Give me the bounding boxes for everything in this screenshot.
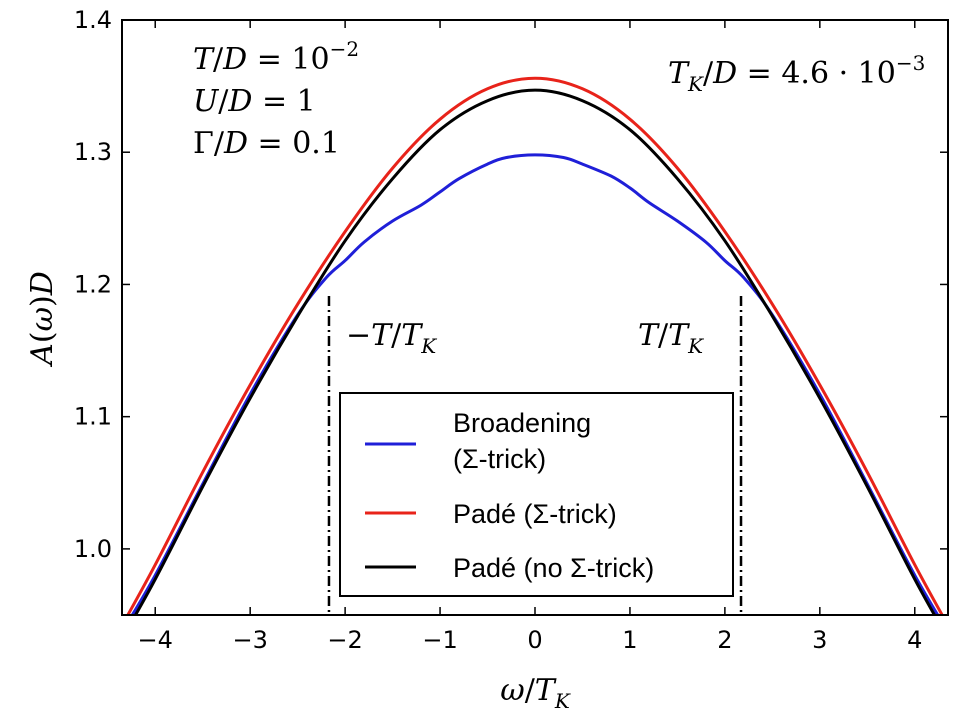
kondo-temperature-annotation: TK/D = 4.6 · 10−3 xyxy=(668,51,925,96)
legend-label-broadening-line1: Broadening xyxy=(453,408,591,438)
vertical-marker-lines xyxy=(327,296,743,615)
x-tick-label: −4 xyxy=(138,626,173,654)
y-axis-label: A(ω)D xyxy=(25,271,60,368)
y-tick-label: 1.3 xyxy=(74,138,112,166)
x-tick-label: 3 xyxy=(812,626,827,654)
legend: Broadening (Σ-trick) Padé (Σ-trick) Padé… xyxy=(339,392,734,597)
axis-ticks: −4 −3 −2 −1 0 1 2 3 4 1.0 1.1 1.2 1.3 1.4 xyxy=(74,6,948,654)
param-temperature: T/D = 10−2 xyxy=(193,37,359,77)
legend-label-pade-no-sigma: Padé (no Σ-trick) xyxy=(453,553,654,583)
x-tick-label: 1 xyxy=(622,626,637,654)
series-line-2 xyxy=(133,88,937,615)
series-layer xyxy=(126,76,944,615)
y-tick-label: 1.0 xyxy=(74,535,112,563)
x-tick-label: −2 xyxy=(327,626,362,654)
legend-label-broadening-line2: (Σ-trick) xyxy=(453,444,546,474)
legend-label-pade-sigma: Padé (Σ-trick) xyxy=(453,499,617,529)
x-tick-label: 0 xyxy=(527,626,542,654)
x-tick-label: −3 xyxy=(232,626,267,654)
x-tick-label: 4 xyxy=(907,626,922,654)
param-interaction: U/D = 1 xyxy=(193,84,316,119)
param-hybridization: Γ/D = 0.1 xyxy=(193,126,340,161)
x-tick-label: 2 xyxy=(717,626,732,654)
y-tick-label: 1.2 xyxy=(74,270,112,298)
legend-box xyxy=(339,392,734,597)
y-tick-label: 1.1 xyxy=(74,403,112,431)
left-marker-label: −T/TK xyxy=(346,318,437,358)
series-line-1 xyxy=(126,76,944,615)
right-marker-label: T/TK xyxy=(638,318,704,358)
y-tick-label: 1.4 xyxy=(74,6,112,34)
x-tick-label: −1 xyxy=(422,626,457,654)
x-axis-label: ω/TK xyxy=(500,673,571,713)
